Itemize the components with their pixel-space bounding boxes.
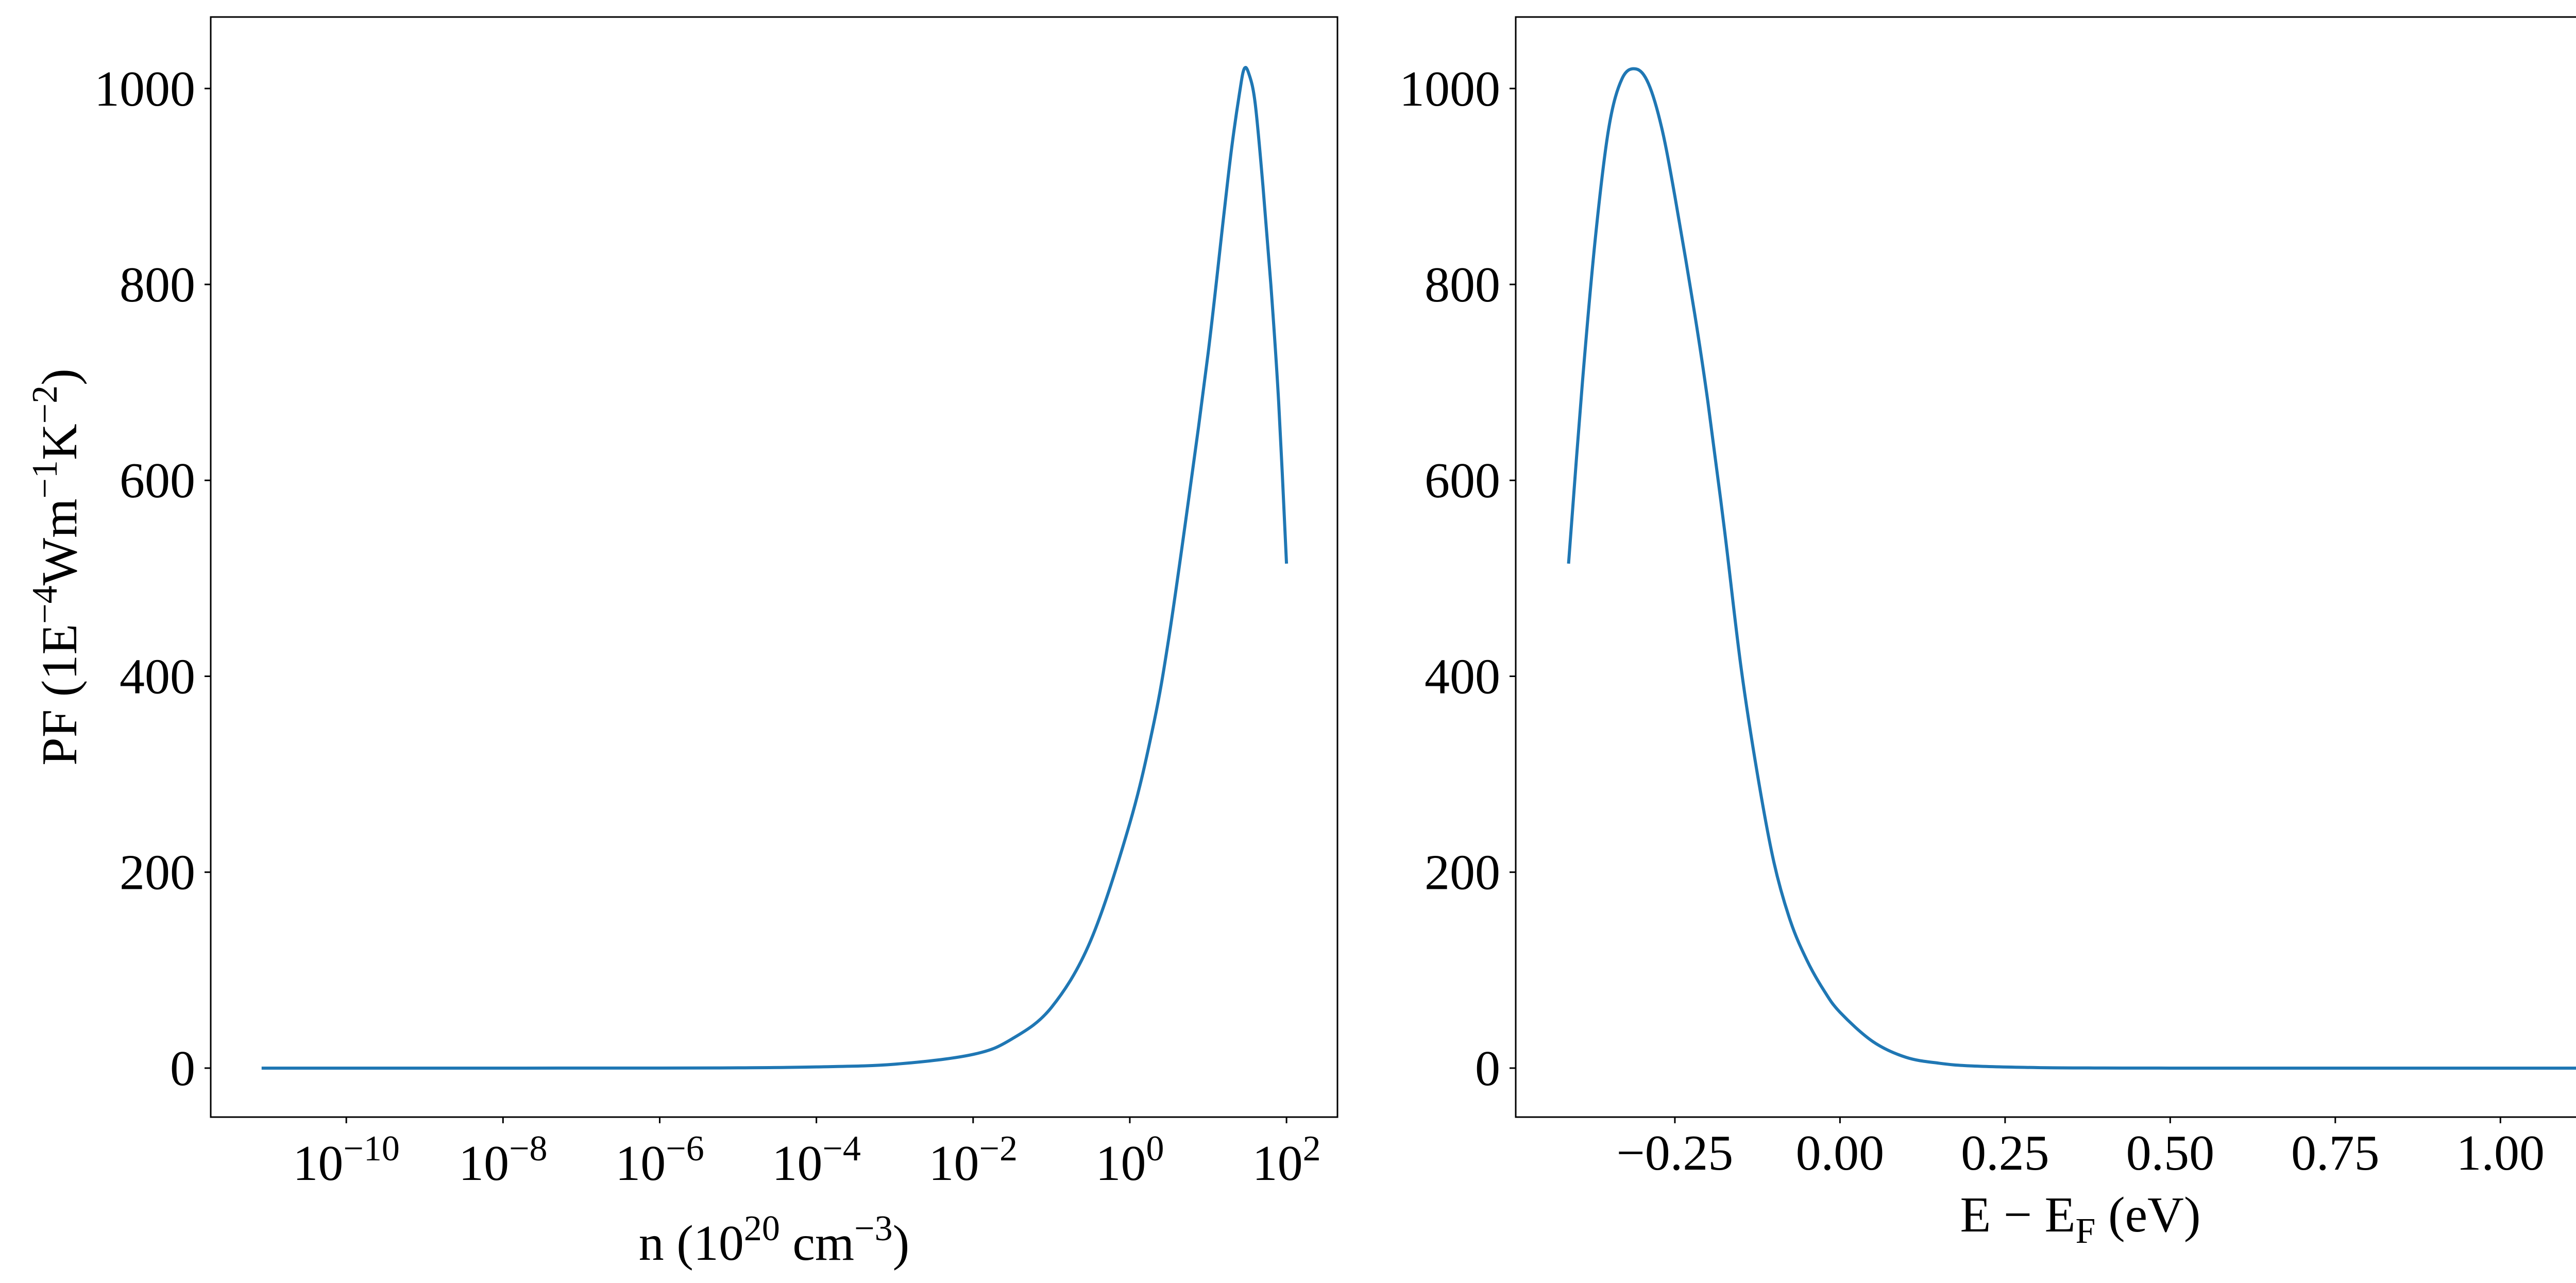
x-axis-label: E − EF (eV) (1960, 1187, 2201, 1251)
label-part: 10 (1095, 1136, 1146, 1191)
y-tick-label: 800 (120, 257, 195, 313)
x-tick-label: 10−10 (293, 1129, 399, 1191)
x-tick-label: 10−4 (772, 1129, 860, 1191)
x-tick-label: 0.75 (2291, 1125, 2380, 1181)
label-part: ) (893, 1216, 910, 1271)
y-axis-label: PF (1E−4Wm−1K−2) (25, 368, 88, 766)
x-tick-label: 102 (1252, 1129, 1321, 1191)
label-part: −4 (25, 585, 65, 623)
y-tick-label: 400 (120, 649, 195, 704)
x-tick-label: 0.00 (1796, 1125, 1885, 1181)
label-part: −1 (25, 460, 65, 498)
y-tick-label: 400 (1425, 649, 1500, 704)
data-line (261, 66, 1289, 1070)
x-tick-label: 10−8 (459, 1129, 547, 1191)
x-axis-label: n (1020 cm−3) (639, 1209, 910, 1271)
y-tick-label: 1000 (1399, 61, 1500, 117)
label-part: 20 (744, 1209, 780, 1248)
y-tick-label: 0 (170, 1041, 195, 1096)
label-part: 10 (929, 1136, 979, 1191)
label-part: 10 (293, 1136, 343, 1191)
x-tick-label: 100 (1095, 1129, 1164, 1191)
y-tick-label: 600 (1425, 453, 1500, 509)
label-part: Wm (32, 499, 88, 586)
data-line (1567, 67, 2576, 1070)
label-part: PF (1E (32, 624, 88, 766)
label-part: F (2076, 1211, 2096, 1251)
label-part: cm (780, 1216, 854, 1271)
label-part: −3 (854, 1209, 892, 1248)
y-tick-label: 200 (1425, 845, 1500, 901)
label-part: 0 (1146, 1129, 1164, 1169)
x-tick-label: 10−2 (929, 1129, 1018, 1191)
label-part: 10 (1252, 1136, 1303, 1191)
label-part: 10 (615, 1136, 666, 1191)
label-part: (eV) (2095, 1187, 2200, 1243)
label-part: n (10 (639, 1216, 744, 1271)
x-tick-label: 10−6 (615, 1129, 704, 1191)
label-part: −4 (822, 1129, 860, 1169)
x-tick-label: 0.50 (2126, 1125, 2215, 1181)
x-tick-label: 0.25 (1961, 1125, 2049, 1181)
y-tick-label: 1000 (94, 61, 195, 117)
label-part: −2 (979, 1129, 1018, 1169)
label-part: −10 (343, 1129, 399, 1169)
label-part: 10 (459, 1136, 509, 1191)
label-part: −6 (666, 1129, 704, 1169)
label-part: −2 (25, 385, 65, 424)
axes-frame (210, 16, 1338, 1118)
x-tick-label: 1.00 (2456, 1125, 2545, 1181)
label-part: −8 (509, 1129, 547, 1169)
label-part: ) (32, 368, 88, 385)
y-tick-label: 600 (120, 453, 195, 509)
y-tick-label: 800 (1425, 257, 1500, 313)
label-part: 2 (1303, 1129, 1321, 1169)
label-part: E − E (1960, 1187, 2076, 1243)
axes-frame (1515, 16, 2576, 1118)
y-tick-label: 0 (1475, 1041, 1500, 1096)
x-tick-label: −0.25 (1617, 1125, 1734, 1181)
y-tick-label: 200 (120, 845, 195, 901)
label-part: 10 (772, 1136, 822, 1191)
label-part: K (32, 424, 88, 460)
